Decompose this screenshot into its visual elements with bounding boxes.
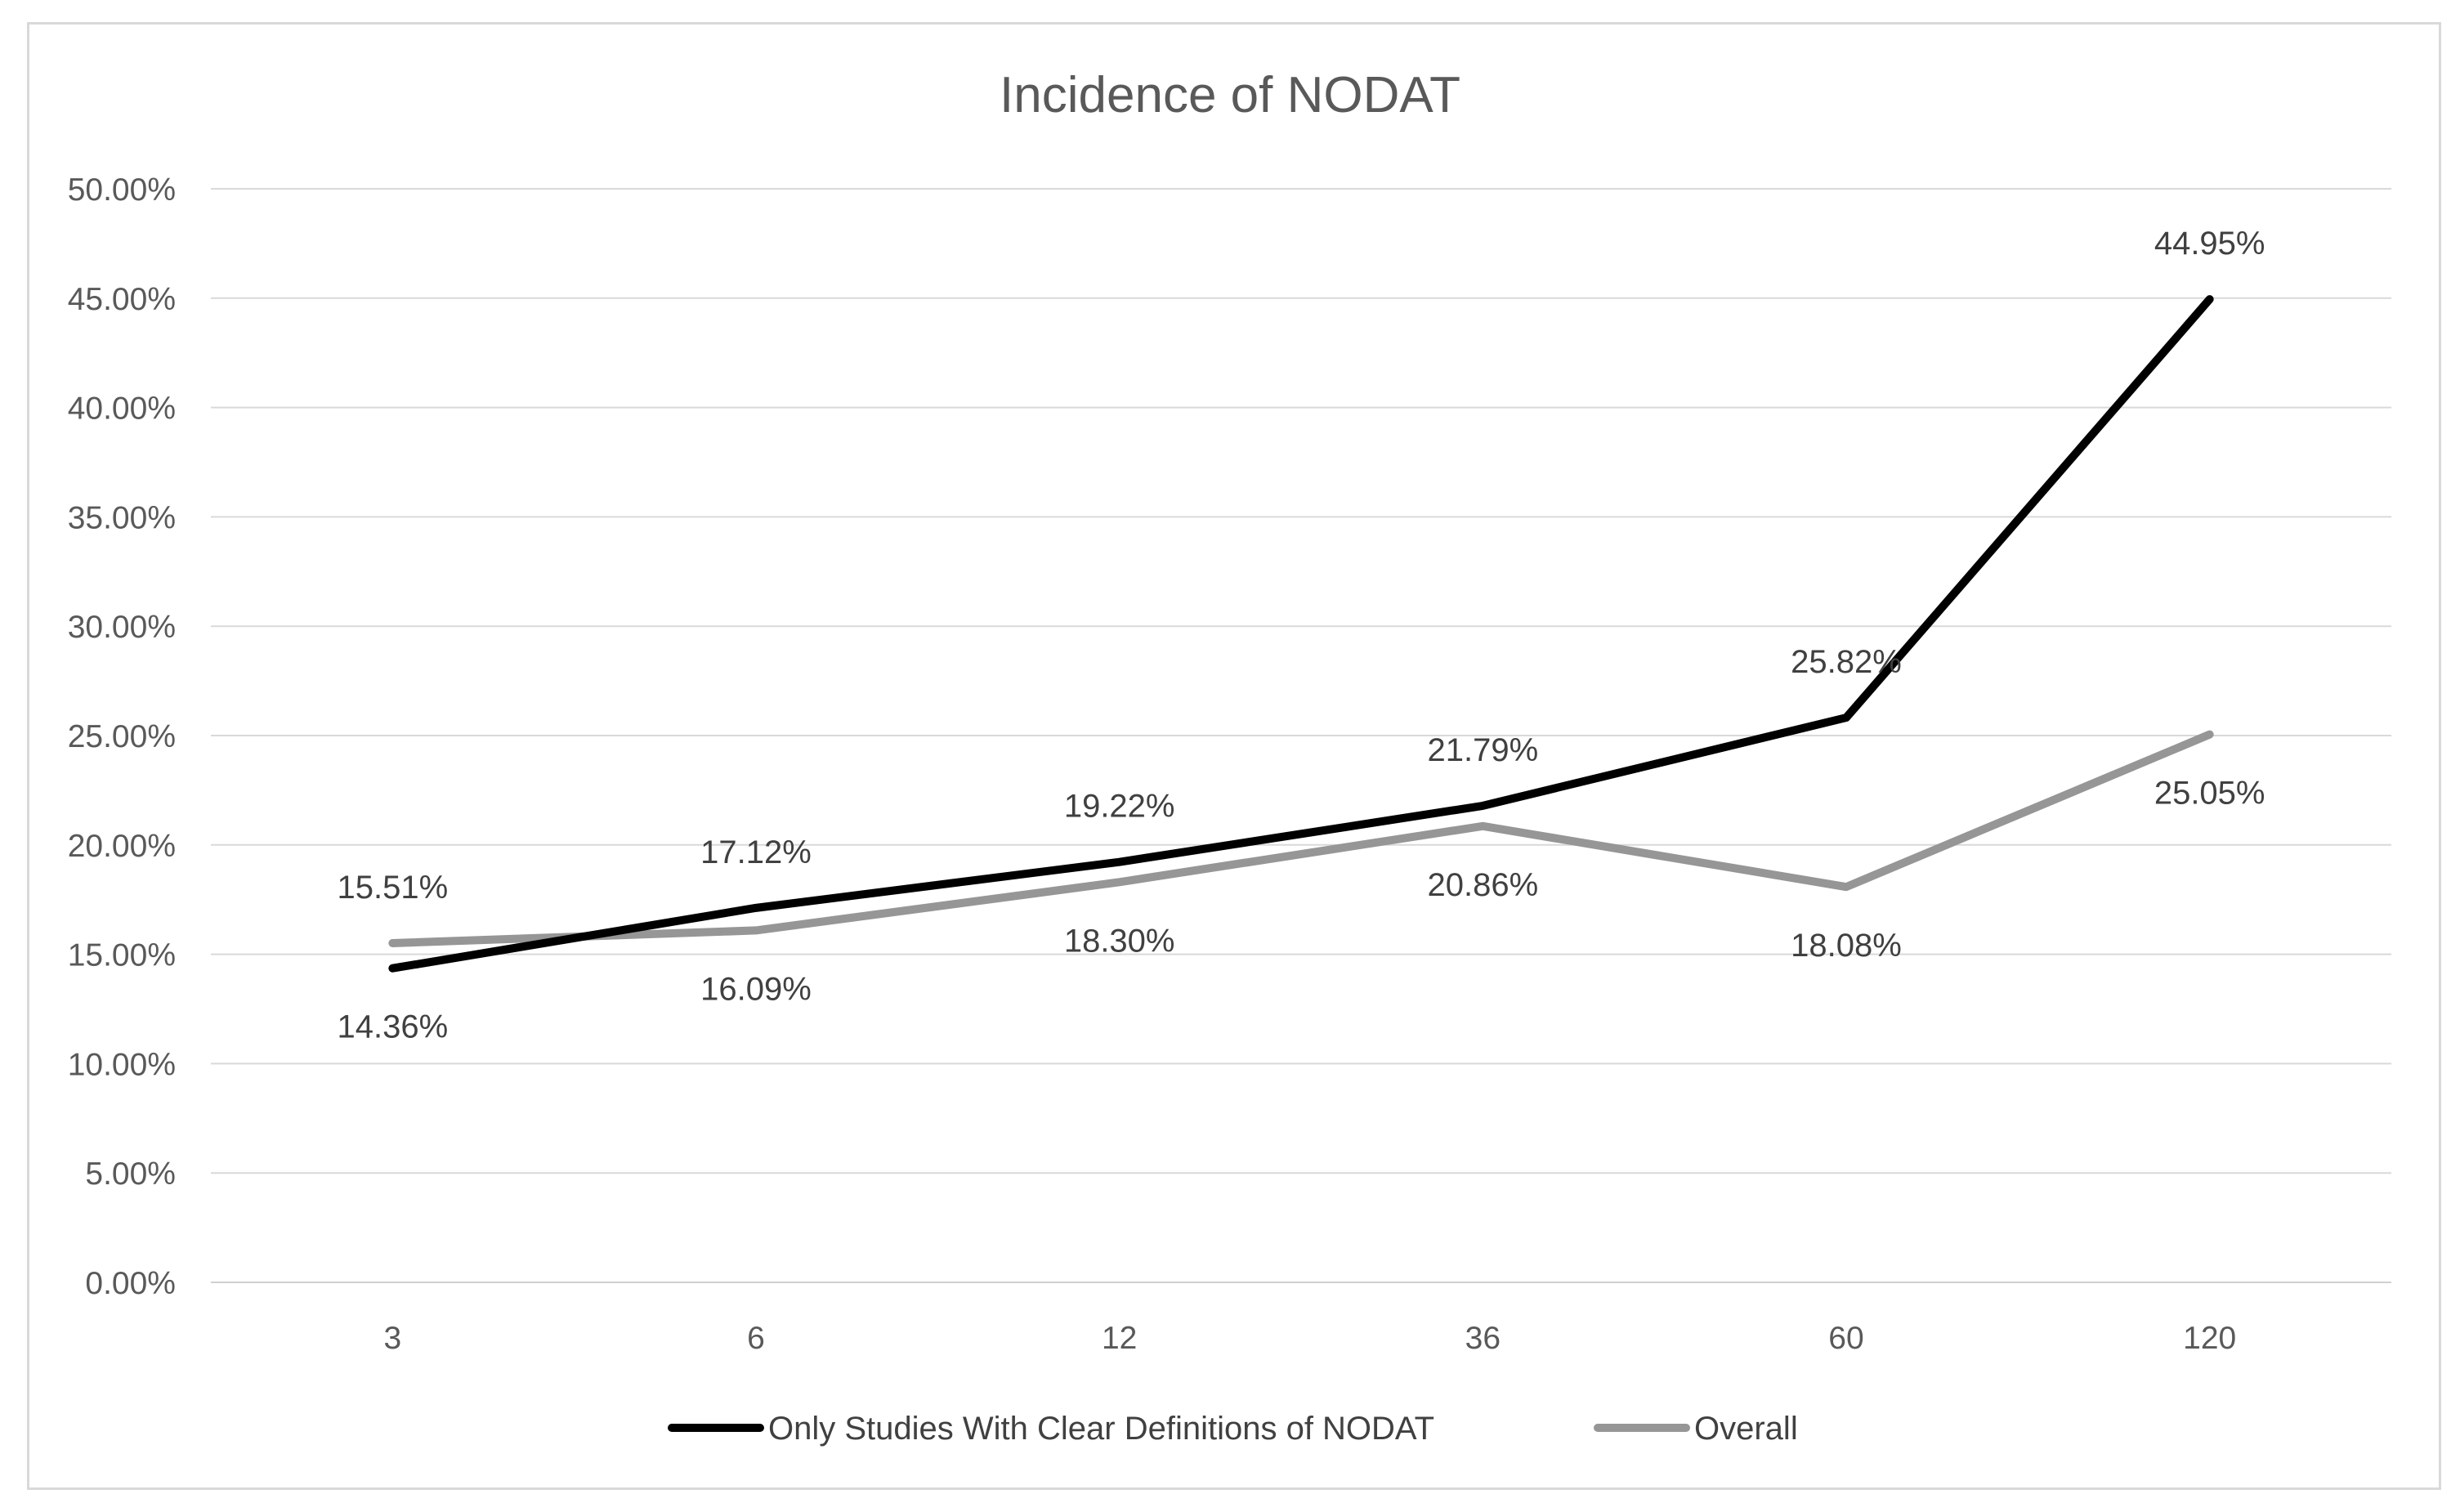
- x-tick-label: 36: [1465, 1321, 1501, 1356]
- data-label: 15.51%: [337, 870, 448, 906]
- chart-title: Incidence of NODAT: [1000, 67, 1460, 123]
- y-tick-label: 25.00%: [68, 719, 176, 754]
- data-label: 20.86%: [1427, 867, 1538, 903]
- data-label: 17.12%: [700, 834, 812, 870]
- y-tick-label: 10.00%: [68, 1047, 176, 1082]
- x-tick-label: 3: [383, 1321, 401, 1356]
- data-label: 21.79%: [1427, 732, 1538, 768]
- series-line-clear-definitions: [388, 295, 2214, 973]
- data-label: 16.09%: [700, 971, 812, 1007]
- x-tick-label: 6: [747, 1321, 765, 1356]
- series-lines: [388, 295, 2214, 973]
- y-tick-label: 0.00%: [85, 1266, 176, 1301]
- y-tick-label: 30.00%: [68, 610, 176, 645]
- data-label: 18.08%: [1791, 928, 1902, 964]
- data-label: 19.22%: [1064, 789, 1175, 825]
- data-label: 44.95%: [2154, 226, 2265, 262]
- gridlines: [211, 188, 2391, 1283]
- chart-frame: [27, 22, 2441, 1490]
- x-tick-label: 120: [2183, 1321, 2236, 1356]
- y-tick-label: 45.00%: [68, 282, 176, 317]
- y-tick-label: 20.00%: [68, 829, 176, 864]
- data-label: 25.82%: [1791, 644, 1902, 680]
- y-tick-label: 15.00%: [68, 938, 176, 973]
- legend-label: Overall: [1694, 1411, 1798, 1447]
- y-axis-tick-labels: 0.00% 5.00% 10.00% 15.00% 20.00% 25.00% 30.00%…: [68, 172, 176, 1301]
- data-label: 14.36%: [337, 1009, 448, 1045]
- data-label: 18.30%: [1064, 923, 1175, 959]
- x-tick-label: 12: [1102, 1321, 1137, 1356]
- y-tick-label: 35.00%: [68, 500, 176, 535]
- data-label: 25.05%: [2154, 776, 2265, 812]
- y-tick-label: 40.00%: [68, 391, 176, 427]
- legend: Only Studies With Clear Definitions of N…: [668, 1411, 1798, 1447]
- data-labels: 14.36% 17.12% 19.22% 21.79% 25.82% 44.95% 15.5…: [337, 226, 2265, 1045]
- legend-label: Only Studies With Clear Definitions of N…: [768, 1411, 1434, 1447]
- y-tick-label: 50.00%: [68, 172, 176, 208]
- y-tick-label: 5.00%: [85, 1156, 176, 1192]
- series-line-overall: [388, 730, 2214, 947]
- x-tick-label: 60: [1828, 1321, 1863, 1356]
- x-axis-tick-labels: 3 6 12 36 60 120: [383, 1321, 2236, 1356]
